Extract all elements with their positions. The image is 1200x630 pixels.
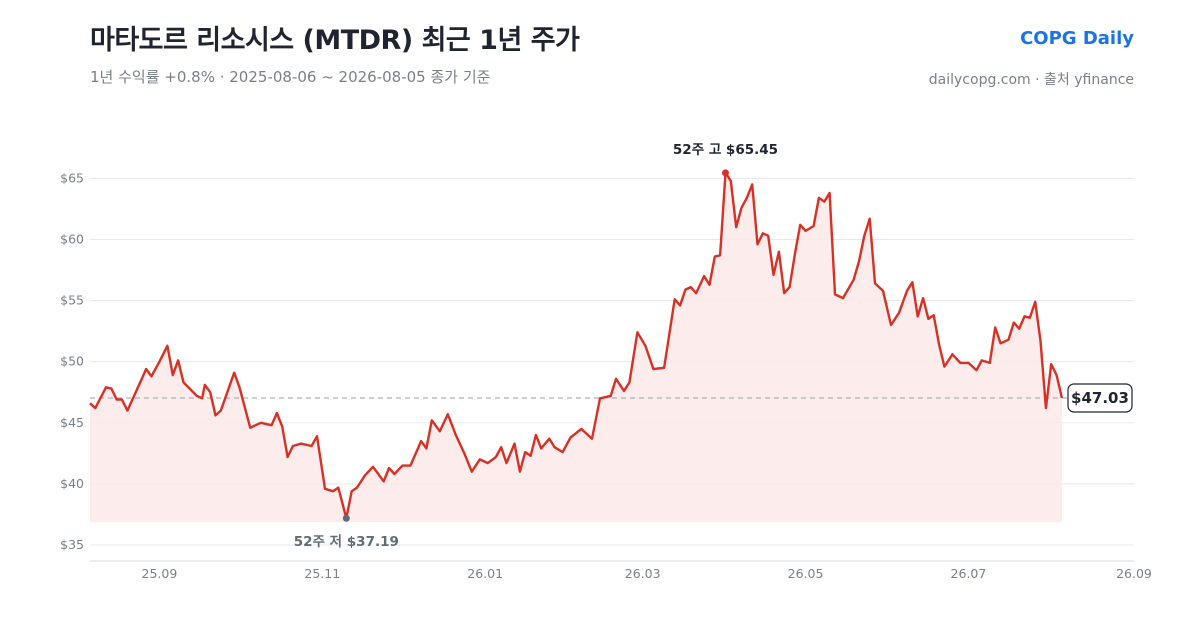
x-axis: 25.09 25.11 26.01 26.03 26.05 26.07 26.09: [90, 560, 1152, 581]
52w-low-marker: [342, 514, 350, 522]
y-tick-label: $35: [60, 537, 84, 552]
last-price-badge: [1067, 383, 1133, 413]
brand-link[interactable]: COPG Daily: [1020, 28, 1134, 49]
y-tick-label: $50: [60, 354, 84, 369]
52w-low-label: 52주 저 $37.19: [294, 534, 399, 550]
y-tick-label: $65: [60, 170, 84, 185]
price-line: [89, 171, 1064, 520]
x-tick-label: 26.07: [951, 566, 987, 581]
x-tick-label: 26.09: [1116, 566, 1152, 581]
source-note: dailycopg.com · 출처 yfinance: [928, 72, 1134, 88]
price-area: [90, 172, 1062, 523]
52w-high-marker: [721, 169, 729, 177]
chart-title: 마타도르 리소시스 (MTDR) 최근 1년 주가: [90, 25, 580, 56]
y-tick-label: $55: [60, 293, 84, 308]
chart-subtitle: 1년 수익률 +0.8% · 2025-08-06 ~ 2026-08-05 종…: [90, 68, 491, 86]
y-tick-label: $60: [60, 231, 84, 246]
x-tick-label: 25.11: [304, 566, 340, 581]
x-tick-label: 26.03: [625, 566, 661, 581]
x-tick-label: 26.01: [467, 566, 503, 581]
52w-high-label: 52주 고 $65.45: [673, 142, 778, 158]
x-tick-label: 26.05: [788, 566, 824, 581]
last-price-label: $47.03: [1071, 389, 1129, 407]
y-axis: $35 $40 $45 $50 $55 $60 $65: [60, 170, 84, 552]
y-tick-label: $45: [60, 415, 84, 430]
x-tick-label: 25.09: [142, 566, 178, 581]
y-tick-label: $40: [60, 476, 84, 491]
